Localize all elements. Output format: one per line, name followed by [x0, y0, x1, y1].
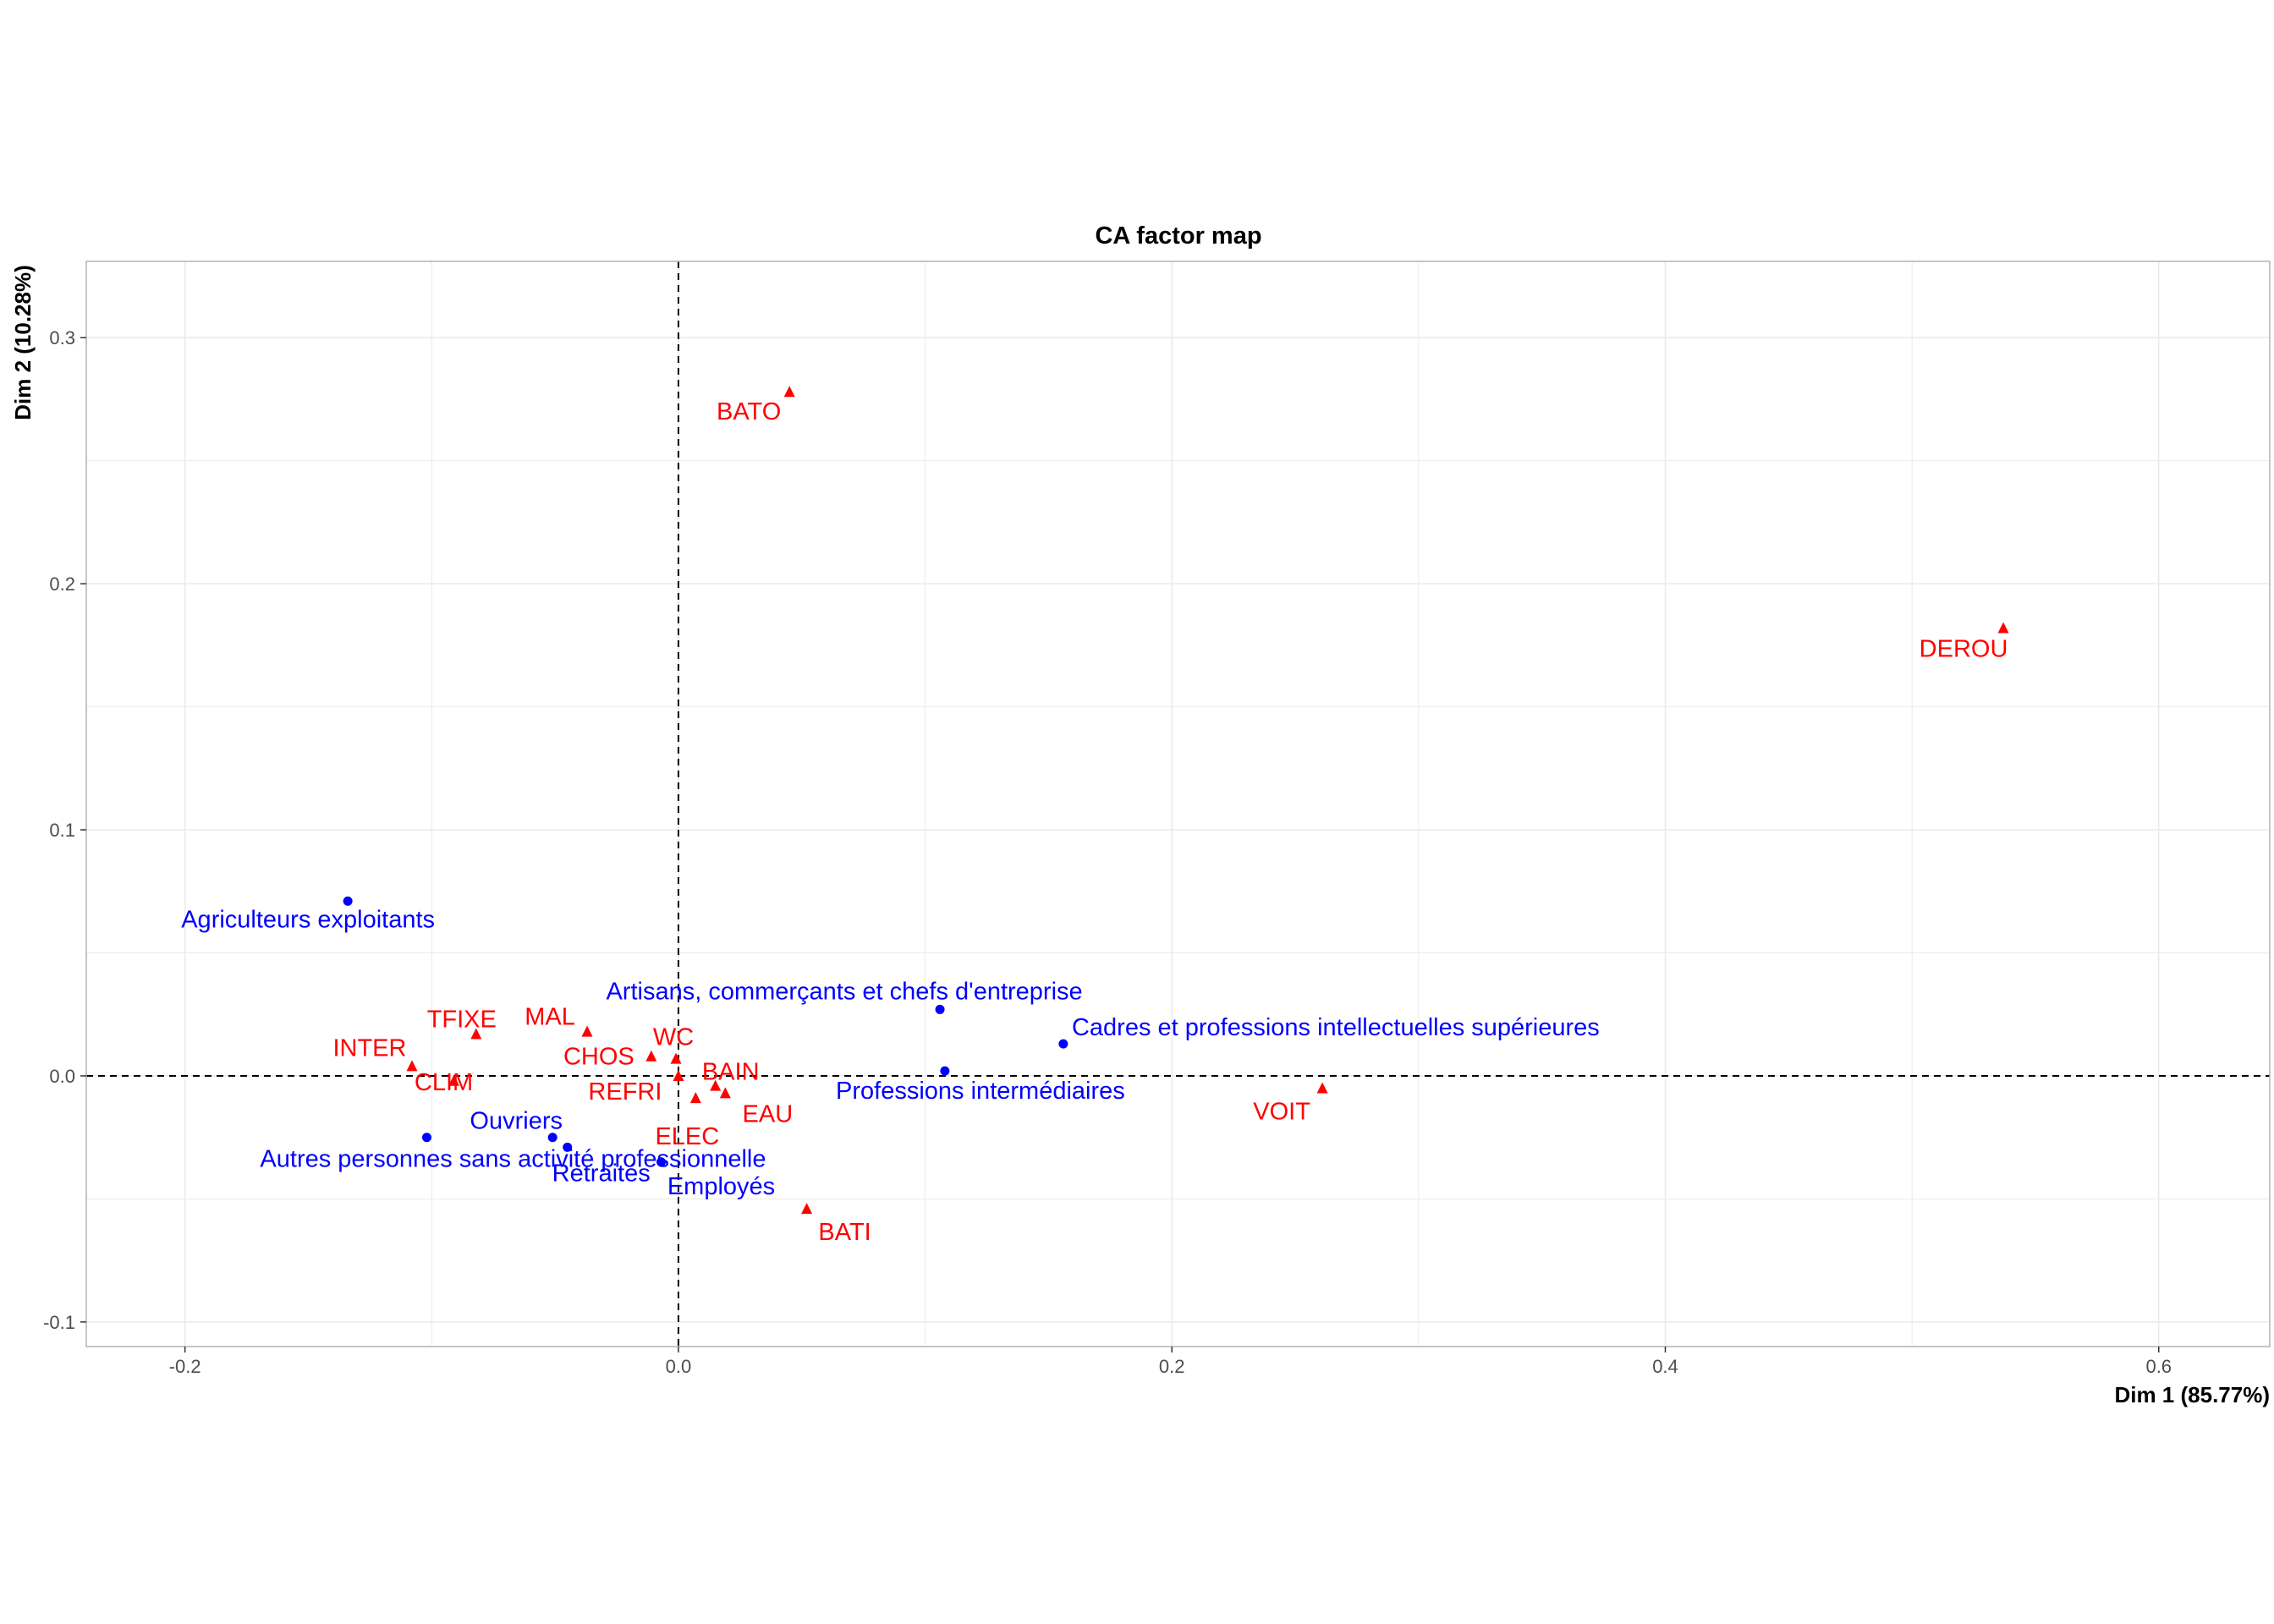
chart-title: CA factor map [1095, 222, 1261, 250]
point-cadres-et-professions-intellectuelles-sup-rieures [1058, 1039, 1068, 1049]
point-bain [710, 1079, 722, 1091]
point-refri [673, 1069, 684, 1081]
point-wc [670, 1052, 682, 1064]
point-label-autres-personnes-sans-activit-professionnelle: Autres personnes sans activité professio… [260, 1146, 766, 1173]
point-mal [581, 1025, 593, 1037]
panel-border [85, 261, 2271, 1347]
x-tick-label: 0.0 [666, 1356, 692, 1377]
x-tick-label: -0.2 [169, 1356, 201, 1377]
x-tick-label: 0.2 [1159, 1356, 1185, 1377]
point-label-bati: BATI [818, 1219, 871, 1246]
point-inter [406, 1060, 418, 1072]
point-label-employ-s: Employés [667, 1173, 775, 1200]
point-chos [645, 1050, 657, 1062]
y-tick-label: 0.0 [49, 1066, 75, 1087]
point-label-refri: REFRI [588, 1078, 662, 1106]
reference-lines [86, 261, 2270, 1347]
y-tick-label: -0.1 [43, 1312, 75, 1333]
point-label-derou: DEROU [1920, 635, 2008, 662]
x-tick-label: 0.4 [1652, 1356, 1678, 1377]
points-layer [343, 386, 2009, 1215]
y-tick-label: 0.2 [49, 573, 75, 595]
point-label-mal: MAL [525, 1004, 575, 1031]
point-derou [1997, 622, 2009, 634]
point-professions-interm-diaires [940, 1066, 950, 1076]
point-eau [719, 1087, 731, 1099]
point-ouvriers [547, 1133, 558, 1143]
point-tfixe [470, 1028, 482, 1040]
y-axis-ticks: -0.1 0.0 0.1 0.2 0.3 [43, 327, 86, 1333]
point-label-bain: BAIN [702, 1059, 760, 1086]
point-labels-layer: Agriculteurs exploitants Artisans, commer… [181, 398, 2008, 1246]
point-label-professions-interm-diaires: Professions intermédiaires [836, 1078, 1125, 1105]
x-axis-ticks: -0.2 0.0 0.2 0.4 0.6 [169, 1347, 2172, 1377]
y-tick-label: 0.1 [49, 820, 75, 841]
point-artisans-commer-ants-et-chefs-d-entreprise [935, 1004, 945, 1014]
y-axis-label: Dim 2 (10.28%) [10, 265, 36, 420]
point-label-wc: WC [653, 1024, 694, 1051]
point-employ-s [656, 1157, 667, 1167]
point-label-tfixe: TFIXE [427, 1007, 497, 1034]
point-label-agriculteurs-exploitants: Agriculteurs exploitants [181, 906, 435, 933]
point-retrait-s [563, 1142, 573, 1152]
point-bato [783, 386, 795, 398]
point-label-elec: ELEC [655, 1123, 719, 1150]
point-voit [1316, 1082, 1328, 1094]
point-label-eau: EAU [743, 1100, 794, 1127]
y-tick-label: 0.3 [49, 327, 75, 348]
point-clim [448, 1074, 460, 1086]
point-label-artisans-commer-ants-et-chefs-d-entreprise: Artisans, commerçants et chefs d'entrepr… [606, 978, 1082, 1005]
point-label-cadres-et-professions-intellectuelles-sup-rieures: Cadres et professions intellectuelles su… [1072, 1014, 1600, 1041]
x-axis-label: Dim 1 (85.77%) [2114, 1382, 2270, 1407]
point-autres-personnes-sans-activit-professionnelle [421, 1133, 431, 1143]
point-label-ouvriers: Ouvriers [470, 1108, 563, 1135]
point-label-clim: CLIM [415, 1069, 473, 1096]
point-label-bato: BATO [717, 398, 781, 425]
point-bati [801, 1203, 813, 1215]
point-label-voit: VOIT [1253, 1099, 1310, 1126]
x-tick-label: 0.6 [2145, 1356, 2172, 1377]
point-label-chos: CHOS [563, 1044, 634, 1071]
point-label-inter: INTER [332, 1034, 406, 1062]
point-label-retrait-s: Retraités [552, 1160, 651, 1187]
point-elec [689, 1092, 701, 1104]
point-agriculteurs-exploitants [343, 896, 353, 906]
